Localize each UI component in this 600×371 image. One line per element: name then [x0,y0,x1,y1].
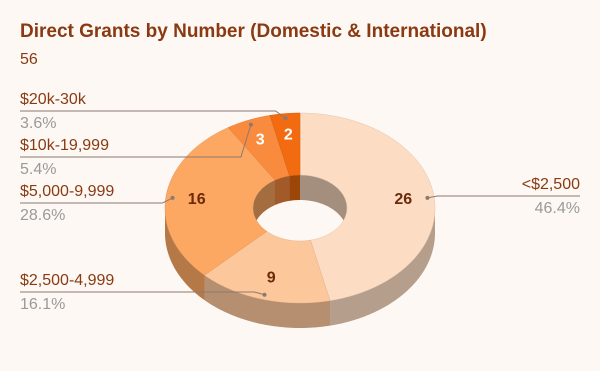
slice-inner-side [274,175,290,206]
slice-side [204,275,331,328]
leader-dot [248,122,253,127]
leader-line [427,195,580,199]
leader-dot [170,195,175,200]
percent-label: 5.4% [20,161,56,178]
percent-label: 46.4% [535,200,580,217]
slice-side [165,208,205,301]
data-label: 3 [256,132,265,149]
leader-line [20,110,286,119]
percent-label: 16.1% [20,296,65,313]
leader-line [20,124,252,158]
leader-dot [283,116,288,121]
data-label: 9 [267,270,276,287]
slice-inner-side [300,175,347,233]
percent-label: 28.6% [20,207,65,224]
slice-inner-side [289,175,300,201]
slice-side [330,208,435,326]
category-label: $10k-19,999 [20,137,109,154]
category-label: $20k-30k [20,91,87,108]
chart-title: Direct Grants by Number (Domestic & Inte… [20,21,487,42]
data-label: 26 [394,191,412,208]
category-label: $5,000-9,999 [20,183,114,200]
leader-dot [262,292,267,297]
data-label: 16 [188,191,206,208]
chart-subtitle: 56 [20,51,38,68]
data-label: 2 [284,127,293,144]
slice-inner-side [253,180,275,233]
category-label: <$2,500 [522,176,580,193]
leader-line [20,291,265,296]
leader-dot [425,195,430,200]
category-label: $2,500-4,999 [20,272,114,289]
slice [269,112,301,177]
leader-line [20,197,173,204]
percent-label: 3.6% [20,115,56,132]
